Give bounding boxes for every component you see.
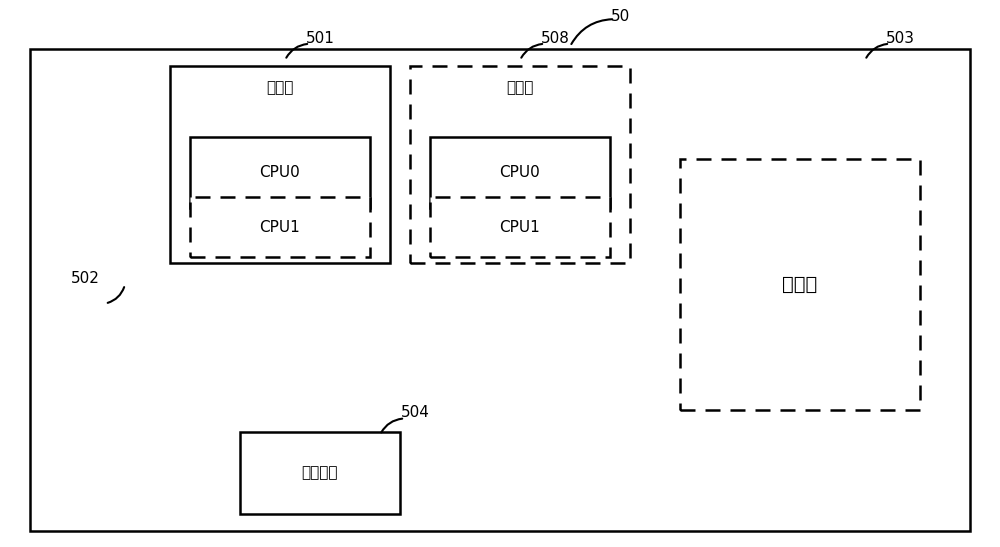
Bar	[190, 137, 370, 208]
Bar	[430, 197, 610, 257]
Text: 508: 508	[541, 31, 569, 46]
Text: 502: 502	[71, 271, 99, 287]
Text: 存储器: 存储器	[782, 275, 818, 294]
Bar	[30, 49, 970, 531]
Text: 处理器: 处理器	[506, 80, 534, 95]
Bar	[190, 197, 370, 257]
Text: 50: 50	[610, 9, 630, 24]
Text: CPU0: CPU0	[500, 165, 540, 180]
Bar	[680, 159, 920, 410]
Text: 通信接口: 通信接口	[302, 465, 338, 481]
Text: CPU1: CPU1	[500, 219, 540, 235]
Text: 504: 504	[401, 405, 429, 421]
Text: CPU1: CPU1	[260, 219, 300, 235]
Bar	[170, 66, 390, 263]
Text: 501: 501	[306, 31, 334, 46]
Text: CPU0: CPU0	[260, 165, 300, 180]
Text: 处理器: 处理器	[266, 80, 294, 95]
Text: 503: 503	[886, 31, 914, 46]
Bar	[430, 137, 610, 208]
Bar	[410, 66, 630, 263]
Bar	[240, 432, 400, 514]
